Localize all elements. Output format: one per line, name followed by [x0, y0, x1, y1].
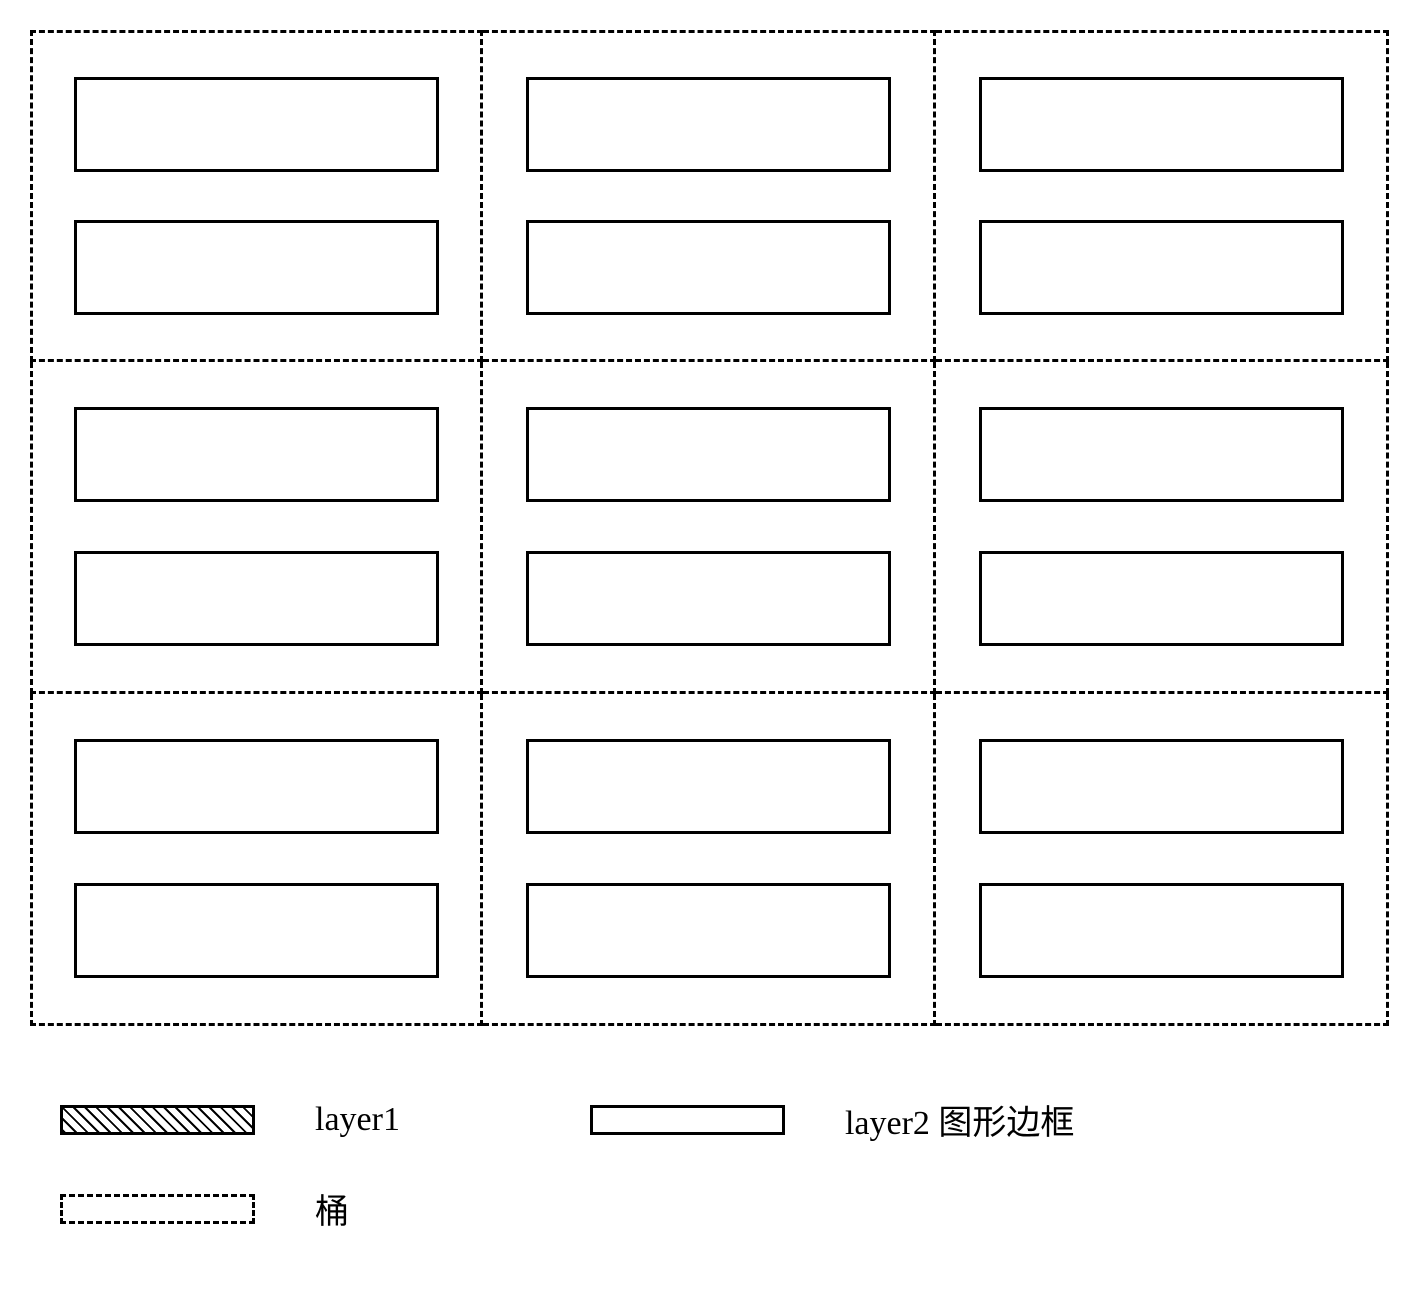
legend-label-bucket: 桶 — [315, 1184, 349, 1233]
legend-swatch-hatched — [60, 1105, 255, 1135]
inner-box — [979, 551, 1344, 646]
bucket-cell — [936, 30, 1389, 362]
legend: layer1 layer2 图形边框 桶 — [30, 1095, 1394, 1233]
legend-item-bucket: 桶 — [60, 1184, 349, 1233]
inner-box — [74, 220, 439, 315]
bucket-cell — [936, 694, 1389, 1026]
inner-box — [979, 883, 1344, 978]
bucket-cell — [30, 30, 483, 362]
bucket-cell — [30, 694, 483, 1026]
bucket-grid — [30, 30, 1390, 1025]
bucket-cell — [936, 362, 1389, 694]
inner-box — [979, 220, 1344, 315]
inner-box — [979, 77, 1344, 172]
inner-box — [74, 407, 439, 502]
inner-box — [979, 739, 1344, 834]
inner-box — [74, 77, 439, 172]
inner-box — [526, 551, 891, 646]
bucket-cell — [483, 694, 936, 1026]
bucket-cell — [30, 362, 483, 694]
inner-box — [526, 77, 891, 172]
legend-label-layer1: layer1 — [315, 1101, 400, 1139]
inner-box — [526, 883, 891, 978]
inner-box — [74, 551, 439, 646]
bucket-cell — [483, 362, 936, 694]
legend-swatch-dashed — [60, 1194, 255, 1224]
inner-box — [74, 883, 439, 978]
bucket-cell — [483, 30, 936, 362]
inner-box — [526, 220, 891, 315]
legend-item-layer1: layer1 — [60, 1101, 400, 1139]
inner-box — [979, 407, 1344, 502]
legend-label-layer2: layer2 图形边框 — [845, 1095, 1074, 1144]
legend-swatch-solid — [590, 1105, 785, 1135]
legend-row-1: layer1 layer2 图形边框 — [60, 1095, 1394, 1144]
legend-row-2: 桶 — [60, 1184, 1394, 1233]
inner-box — [526, 739, 891, 834]
legend-item-layer2: layer2 图形边框 — [590, 1095, 1074, 1144]
inner-box — [526, 407, 891, 502]
inner-box — [74, 739, 439, 834]
